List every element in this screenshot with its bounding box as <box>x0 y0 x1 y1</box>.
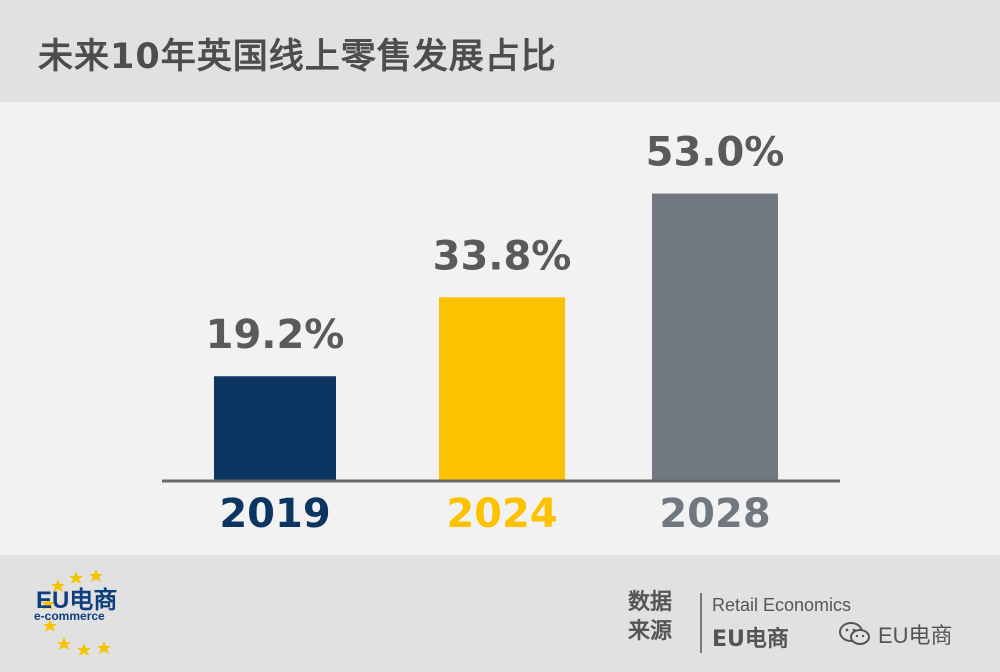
header: 未来10年英国线上零售发展占比 <box>0 0 1000 102</box>
wechat-watermark: EU电商 <box>838 618 953 650</box>
value-label-2024: 33.8% <box>433 233 572 279</box>
source-divider <box>700 593 702 653</box>
footer: EU电商 e-commerce 数据来源 Retail Economics EU… <box>0 555 1000 672</box>
logo-subtitle: e-commerce <box>34 609 105 623</box>
bar-2019 <box>214 376 336 480</box>
source-label: 数据来源 <box>628 590 673 644</box>
category-label-2019: 2019 <box>219 491 330 537</box>
source-retail-economics: Retail Economics <box>712 595 852 615</box>
chart-area: 19.2% 2019 33.8% 2024 53.0% 2028 <box>0 102 1000 555</box>
category-label-2028: 2028 <box>659 491 770 537</box>
eu-stars-logo-icon <box>41 569 111 656</box>
category-label-2024: 2024 <box>446 491 557 537</box>
bar-2028 <box>652 193 778 480</box>
logo-text: EU电商 <box>36 587 118 614</box>
value-label-2019: 19.2% <box>206 312 345 358</box>
bar-2024 <box>439 297 565 480</box>
source-eu-ecommerce: EU电商 <box>712 627 789 652</box>
value-label-2028: 53.0% <box>646 130 785 176</box>
watermark-text: EU电商 <box>878 623 953 648</box>
bar-chart: 19.2% 2019 33.8% 2024 53.0% 2028 <box>162 130 840 537</box>
wechat-icon <box>839 622 870 645</box>
chart-title: 未来10年英国线上零售发展占比 <box>38 37 557 77</box>
